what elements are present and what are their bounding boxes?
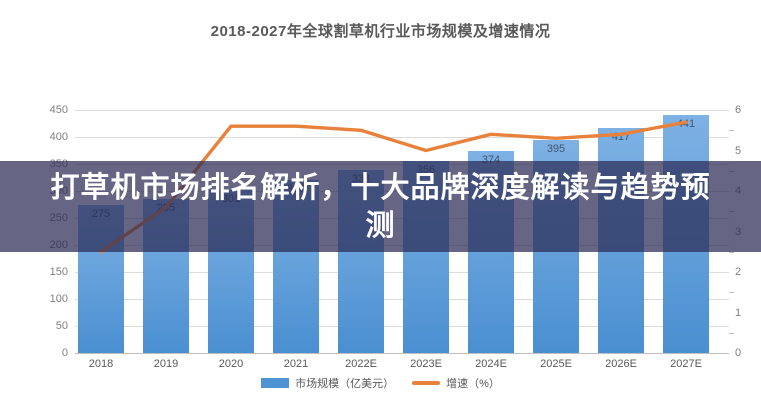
right-axis-minor-tick bbox=[729, 332, 734, 334]
x-axis-tick-label: 2024E bbox=[475, 358, 507, 370]
legend-label-market-size: 市场规模（亿美元） bbox=[295, 378, 395, 390]
bar-series-swatch-icon bbox=[261, 378, 290, 388]
left-axis-tick-label: 100 bbox=[49, 293, 68, 305]
bar-value-label: 441 bbox=[676, 117, 696, 130]
bar-value-label: 395 bbox=[546, 142, 566, 155]
right-axis-tick-label: 1 bbox=[735, 306, 742, 319]
right-axis-minor-tick bbox=[729, 251, 734, 253]
gridline bbox=[75, 353, 729, 354]
right-axis-minor-tick bbox=[729, 292, 734, 294]
x-axis-tick-label: 2022E bbox=[345, 358, 377, 370]
left-axis-tick-label: 450 bbox=[49, 104, 68, 116]
left-axis-tick-label: 50 bbox=[55, 320, 68, 332]
x-axis-tick-label: 2020 bbox=[218, 358, 244, 370]
bar-value-label: 417 bbox=[611, 130, 631, 143]
x-axis-tick-label: 2023E bbox=[410, 358, 442, 370]
left-axis-tick-label: 150 bbox=[49, 266, 68, 278]
legend-label-growth: 增速（%） bbox=[446, 378, 500, 390]
legend-item-market-size: 市场规模（亿美元） bbox=[261, 375, 394, 391]
chart-legend: 市场规模（亿美元） 增速（%） bbox=[0, 375, 761, 391]
right-axis-tick-label: 2 bbox=[735, 266, 742, 278]
x-axis-tick-label: 2026E bbox=[605, 358, 637, 370]
gridline bbox=[75, 299, 729, 300]
gridline bbox=[75, 326, 729, 327]
x-axis-tick-label: 2019 bbox=[153, 358, 179, 370]
overlay-banner: 打草机市场排名解析，十大品牌深度解读与趋势预 测 bbox=[0, 161, 761, 252]
overlay-banner-text-line1: 打草机市场排名解析，十大品牌深度解读与趋势预 bbox=[50, 171, 711, 204]
gridline bbox=[75, 272, 729, 273]
right-axis-minor-tick bbox=[729, 130, 734, 132]
overlay-banner-text-line2: 测 bbox=[365, 209, 396, 242]
chart-title: 2018-2027年全球割草机行业市场规模及增速情况 bbox=[210, 23, 551, 40]
gridline bbox=[75, 110, 729, 111]
right-axis-tick-label: 5 bbox=[735, 144, 742, 157]
right-axis-tick-label: 0 bbox=[735, 347, 742, 359]
line-series-swatch-icon bbox=[412, 381, 441, 385]
left-axis-tick-label: 0 bbox=[61, 347, 68, 359]
right-axis-tick-label: 6 bbox=[735, 104, 742, 116]
x-axis-tick-label: 2025E bbox=[540, 358, 572, 370]
left-axis-tick-label: 400 bbox=[49, 131, 68, 143]
x-axis-tick-label: 2018 bbox=[88, 358, 114, 370]
x-axis-tick-label: 2021 bbox=[283, 358, 309, 370]
x-axis-tick-label: 2027E bbox=[670, 358, 702, 370]
legend-item-growth: 增速（%） bbox=[412, 375, 500, 391]
